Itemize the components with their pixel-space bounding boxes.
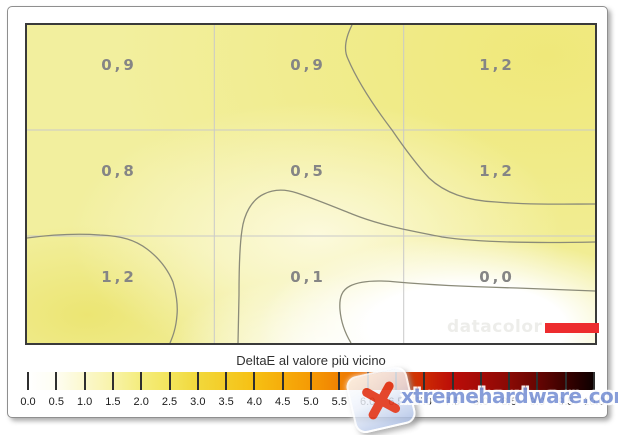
- colorbar-tick-label: 0.5: [48, 396, 64, 408]
- colorbar-tick: [338, 372, 341, 390]
- colorbar-tick: [55, 372, 58, 390]
- colorbar-tick: [225, 372, 228, 390]
- cell-value-label: 0,8: [101, 162, 137, 180]
- colorbar-tick: [451, 372, 454, 390]
- colorbar-tick: [564, 372, 567, 390]
- datacolor-logo-text: datacolor: [447, 317, 543, 337]
- colorbar-tick-label: 7.0: [416, 396, 432, 408]
- colorbar-tick: [281, 372, 284, 390]
- cell-value-label: 0,5: [290, 162, 326, 180]
- colorbar-tick-label: 2.5: [161, 396, 178, 408]
- colorbar-tick-label: 8.0: [473, 396, 489, 408]
- colorbar-tick: [140, 372, 143, 390]
- colorbar-tick: [479, 372, 482, 390]
- colorbar-tick: [423, 372, 426, 390]
- site-watermark-text: xtremehardware.com: [401, 384, 618, 408]
- cell-value-label: 0,1: [290, 268, 326, 286]
- colorbar-tick-label: 9.5: [558, 396, 574, 408]
- colorbar-tick-label: 8.5: [501, 396, 517, 408]
- colorbar-tick-label: 3.5: [218, 396, 234, 408]
- colorbar-tick: [310, 372, 312, 390]
- datacolor-logo-mark: [545, 323, 600, 333]
- colorbar-tick-label: 1.5: [105, 396, 121, 408]
- colorbar-tick-label: 4.0: [246, 396, 263, 408]
- colorbar-tick-label: 2.0: [133, 396, 149, 408]
- colorbar-tick: [83, 372, 86, 390]
- colorbar-tick: [508, 372, 511, 390]
- contour-lines: [27, 25, 595, 343]
- plot-gridlines: [27, 25, 595, 343]
- colorbar-tick: [111, 372, 114, 390]
- cell-value-label: 1,2: [479, 56, 515, 74]
- cell-value-label: 1,2: [479, 162, 515, 180]
- colorbar-tick-label: 4.5: [275, 396, 291, 408]
- cell-value-label: 1,2: [101, 268, 137, 286]
- colorbar-tick-label: 5.5: [331, 396, 347, 408]
- colorbar-tick: [253, 372, 256, 390]
- colorbar-tick: [196, 372, 199, 390]
- contour-svg: [27, 25, 595, 343]
- cell-value-label: 0,0: [479, 268, 515, 286]
- uniformity-plot: 0,9 0,9 1,2 0,8 0,5 1,2 1,2 0,1 0,0 data…: [25, 23, 600, 345]
- cell-value-label: 0,9: [290, 56, 326, 74]
- colorbar-tick: [168, 372, 171, 390]
- colorbar-tick: [536, 372, 539, 390]
- colorbar-tick-label: 9.0: [529, 396, 546, 408]
- colorbar-tick-label: 10.0: [583, 396, 605, 408]
- datacolor-watermark: datacolor: [447, 317, 600, 337]
- colorbar-tick-label: 1.0: [76, 396, 93, 408]
- colorbar-tick: [27, 372, 29, 390]
- colorbar-title: DeltaE al valore più vicino: [236, 353, 386, 368]
- cell-value-label: 0,9: [101, 56, 137, 74]
- colorbar-tick-label: 5.0: [303, 396, 319, 408]
- colorbar-tick-label: 0.0: [20, 396, 36, 408]
- colorbar-tick-label: 7.5: [444, 396, 461, 408]
- colorbar-tick: [593, 372, 595, 390]
- colorbar-tick-label: 3.0: [190, 396, 206, 408]
- report-frame: 0,9 0,9 1,2 0,8 0,5 1,2 1,2 0,1 0,0 data…: [7, 6, 608, 418]
